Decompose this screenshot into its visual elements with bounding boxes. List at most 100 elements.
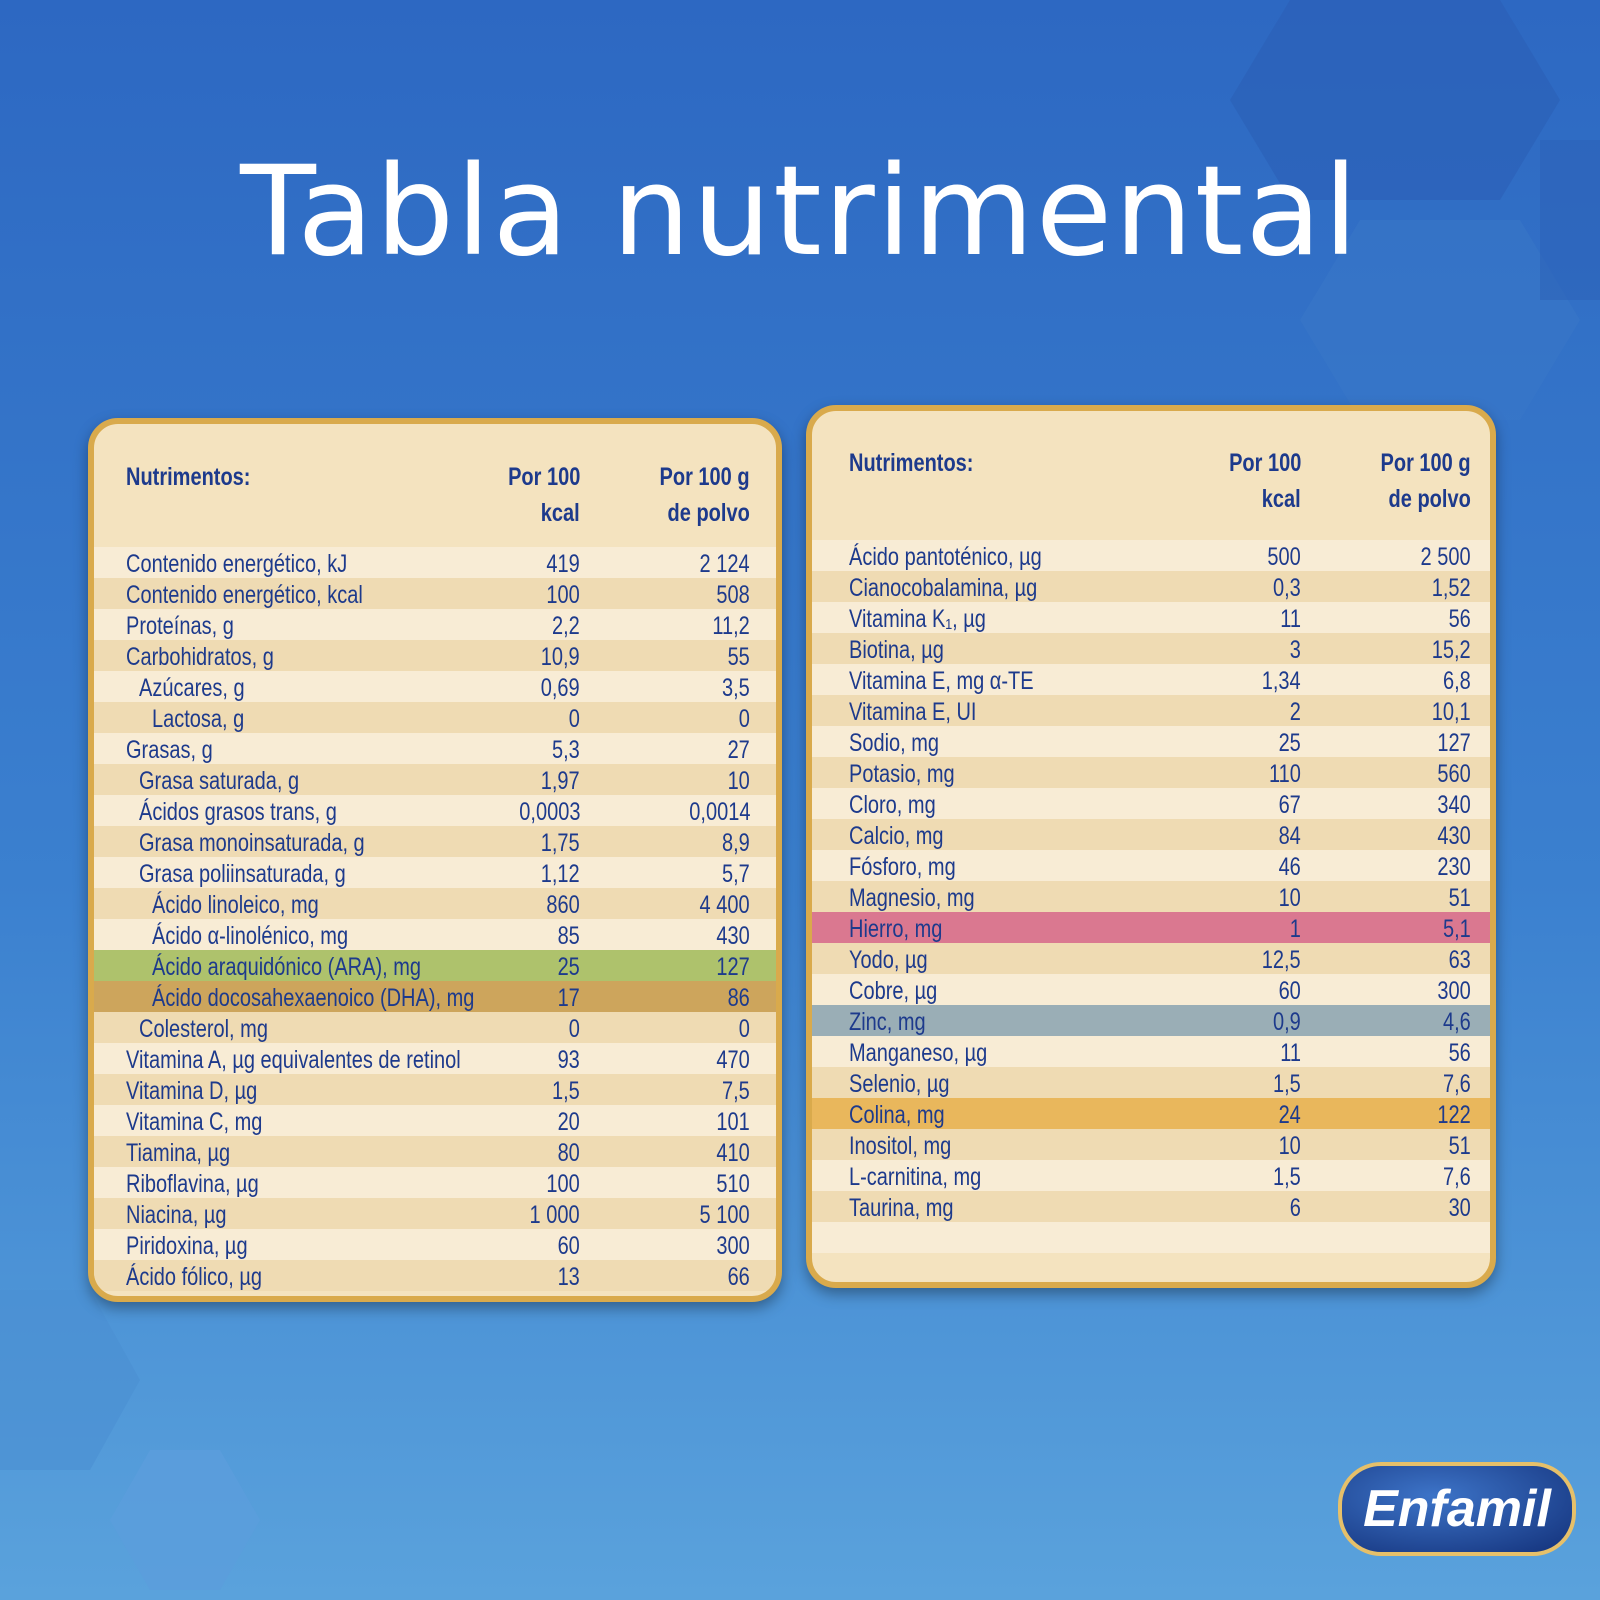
value-per-100-kcal: 1 [1289,915,1301,943]
table-row [812,819,1490,850]
table-row [94,919,776,950]
value-per-100-kcal: 1,12 [541,860,580,888]
nutrient-name: Ácido docosahexaenoico (DHA), mg [152,984,475,1012]
table-row [812,1160,1490,1191]
value-per-100-g: 10 [727,767,750,795]
nutrient-name: Ácido α-linolénico, mg [152,922,349,950]
table-row [94,857,776,888]
nutrient-name: Ácido fólico, µg [126,1263,263,1291]
value-per-100-kcal: 2 [1289,698,1301,726]
value-per-100-kcal: 2,2 [552,612,580,640]
value-per-100-kcal: 84 [1278,822,1301,850]
nutrient-name: Piridoxina, µg [126,1232,248,1260]
column-header: Nutrimentos: [126,463,251,491]
nutrient-name: Contenido energético, kcal [126,581,363,609]
value-per-100-kcal: 1,97 [541,767,580,795]
column-header: Por 100 g [659,463,750,491]
column-header: Por 100 g [1380,449,1471,477]
value-per-100-g: 5 100 [699,1201,750,1229]
table-row [812,664,1490,695]
table-row [812,695,1490,726]
nutrient-name: Contenido energético, kJ [126,550,348,578]
nutrient-name: Manganeso, µg [849,1039,988,1067]
column-header: Nutrimentos: [849,449,974,477]
value-per-100-kcal: 10 [1278,884,1301,912]
value-per-100-g: 10,1 [1432,698,1471,726]
nutrient-name: Vitamina E, UI [849,698,977,726]
value-per-100-kcal: 67 [1278,791,1301,819]
value-per-100-g: 560 [1437,760,1471,788]
table-row [94,1105,776,1136]
nutrient-name: Ácidos grasos trans, g [139,798,337,826]
value-per-100-kcal: 0 [568,1015,580,1043]
table-row [94,888,776,919]
value-per-100-kcal: 110 [1269,760,1301,788]
nutrient-name: Vitamina D, µg [126,1077,258,1105]
value-per-100-g: 66 [727,1263,750,1291]
value-per-100-kcal: 860 [546,891,580,919]
value-per-100-g: 7,5 [722,1077,750,1105]
value-per-100-kcal: 25 [1278,729,1301,757]
value-per-100-g: 0 [738,705,750,733]
value-per-100-g: 1,52 [1432,574,1471,602]
value-per-100-g: 56 [1448,605,1471,633]
table-row [812,943,1490,974]
nutrient-name: Vitamina C, mg [126,1108,263,1136]
value-per-100-g: 5,1 [1443,915,1471,943]
value-per-100-kcal: 0,3 [1273,574,1301,602]
nutrient-name: Grasas, g [126,736,213,764]
value-per-100-kcal: 80 [557,1139,580,1167]
table-panel: Nutrimentos: Por 100 kcal Por 100 g de polvo… [88,418,782,1302]
value-per-100-kcal: 419 [546,550,580,578]
table-row [812,1191,1490,1222]
table-row [94,1136,776,1167]
table-row [94,1229,776,1260]
nutrient-name: Niacina, µg [126,1201,227,1229]
table-row [812,1129,1490,1160]
value-per-100-kcal: 0 [568,705,580,733]
nutrient-name: Proteínas, g [126,612,234,640]
column-header: Por 100 [507,463,580,491]
table-row [812,757,1490,788]
nutrient-name: Taurina, mg [849,1194,954,1222]
table-row [94,826,776,857]
nutrient-name: Ácido linoleico, mg [152,891,319,919]
value-per-100-kcal: 12,5 [1262,946,1301,974]
nutrient-name: Sodio, mg [849,729,940,757]
table-row [812,881,1490,912]
value-per-100-kcal: 60 [1278,977,1301,1005]
nutrient-name: Zinc, mg [849,1008,926,1036]
nutrient-name: Colina, mg [849,1101,945,1129]
table-row [812,1067,1490,1098]
value-per-100-kcal: 1,5 [552,1077,580,1105]
value-per-100-g: 55 [727,643,750,671]
column-header: kcal [541,499,580,527]
value-per-100-kcal: 6 [1289,1194,1301,1222]
table-panel: Nutrimentos: Por 100 kcal Por 100 g de polvo… [806,405,1496,1288]
value-per-100-kcal: 46 [1278,853,1301,881]
value-per-100-g: 6,8 [1443,667,1471,695]
nutrient-name: Vitamina A, µg equivalentes de retinol [126,1046,461,1074]
value-per-100-kcal: 24 [1278,1101,1301,1129]
nutrient-name: Fósforo, mg [849,853,956,881]
nutrient-name: Calcio, mg [849,822,944,850]
nutrient-name: Cobre, µg [849,977,938,1005]
table-row [812,1036,1490,1067]
nutrient-name: Ácido pantoténico, µg [849,543,1042,571]
value-per-100-g: 2 124 [699,550,750,578]
value-per-100-g: 127 [1437,729,1471,757]
table-row [812,912,1490,943]
logo: Enfamil [1338,1462,1576,1556]
value-per-100-g: 0,0014 [688,798,750,826]
nutrient-name: L-carnitina, mg [849,1163,982,1191]
table-row [94,1043,776,1074]
title: Tabla nutrimental [240,140,1360,284]
nutrient-name: Vitamina K₁, µg [849,605,986,633]
table-row [812,726,1490,757]
value-per-100-g: 508 [716,581,750,609]
table-row [94,1074,776,1105]
value-per-100-g: 11,2 [712,612,750,640]
nutrient-name: Vitamina E, mg α-TE [849,667,1034,695]
value-per-100-kcal: 13 [557,1263,580,1291]
value-per-100-g: 86 [727,984,750,1012]
